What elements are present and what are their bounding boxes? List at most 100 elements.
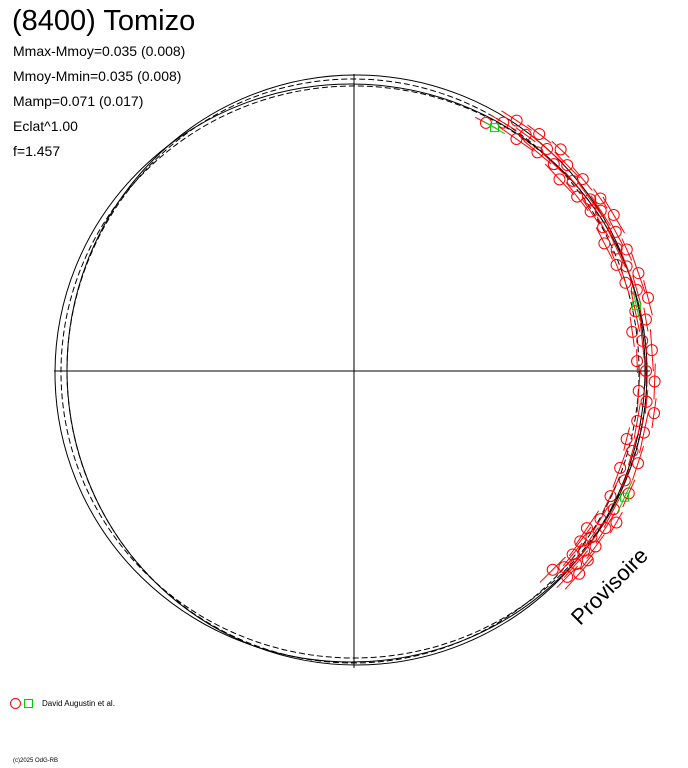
copyright: (c)2025 OdG-RB xyxy=(13,758,59,764)
legend-green-square-icon xyxy=(24,699,33,708)
error-bar xyxy=(609,511,623,534)
error-bar xyxy=(527,124,552,144)
error-bar xyxy=(590,195,611,227)
data-point-square xyxy=(490,123,499,133)
error-bar xyxy=(568,526,592,557)
error-bar xyxy=(651,398,657,429)
error-bar xyxy=(607,229,626,268)
data-point-square xyxy=(620,492,630,502)
data-point-circle xyxy=(610,516,623,529)
legend: David Augustin et al. xyxy=(10,698,115,709)
stat-mmoy-mmin: Mmoy-Mmin=0.035 (0.008) xyxy=(13,68,182,84)
error-bar xyxy=(595,512,616,544)
data-point-circle xyxy=(510,114,523,127)
data-point-circle xyxy=(620,243,633,256)
data-point-circle xyxy=(573,567,586,580)
error-bar xyxy=(621,238,633,261)
data-point-circle xyxy=(626,325,639,338)
data-point-circle xyxy=(571,190,584,203)
error-bar xyxy=(602,479,619,513)
error-bar xyxy=(551,140,570,158)
error-bar xyxy=(542,153,565,175)
error-bar xyxy=(639,322,645,359)
error-bar xyxy=(564,171,581,191)
data-point-circle xyxy=(645,344,658,357)
data-point-circle xyxy=(626,444,639,457)
error-bar xyxy=(621,271,630,295)
error-bar xyxy=(636,369,641,412)
data-point-circle xyxy=(599,522,612,535)
data-point-circle xyxy=(620,260,633,273)
data-point-circle xyxy=(597,221,610,234)
legend-red-circle-icon xyxy=(10,698,21,709)
reference-curve-dashed xyxy=(66,78,640,664)
error-bar xyxy=(593,188,608,209)
error-bar xyxy=(644,389,649,414)
error-bar xyxy=(523,140,552,165)
data-point-circle xyxy=(546,563,559,576)
data-point-circle xyxy=(533,127,546,140)
error-bar xyxy=(539,556,566,583)
data-point-circle xyxy=(604,490,617,503)
error-bar xyxy=(490,114,517,131)
data-point-circle xyxy=(547,158,560,171)
error-bar xyxy=(616,480,633,514)
reference-curve-solid xyxy=(54,83,648,663)
data-point-circle xyxy=(619,276,632,289)
data-point-circle xyxy=(479,116,492,129)
error-bar xyxy=(563,550,589,578)
error-bar xyxy=(632,275,642,305)
data-point-circle xyxy=(497,116,510,129)
data-point-circle xyxy=(648,375,661,388)
error-bar xyxy=(619,249,634,284)
error-bar xyxy=(630,290,641,332)
error-bar xyxy=(572,167,593,191)
data-point-circle xyxy=(594,204,607,217)
data-point-circle xyxy=(632,384,645,397)
error-bar xyxy=(556,565,578,589)
data-point-circle xyxy=(636,334,649,347)
legend-label: David Augustin et al. xyxy=(42,699,115,708)
data-point-circle xyxy=(561,159,574,172)
data-point-circle xyxy=(589,540,602,553)
error-bar xyxy=(565,182,589,212)
data-point-circle xyxy=(637,426,650,439)
error-bar xyxy=(639,411,649,454)
error-bar xyxy=(554,151,581,179)
data-point-circle xyxy=(640,395,653,408)
error-bar xyxy=(643,280,653,316)
data-point-circle xyxy=(620,432,633,445)
data-point-circle xyxy=(553,173,566,186)
error-bar xyxy=(579,550,596,570)
error-bar xyxy=(586,534,605,559)
data-point-circle xyxy=(581,554,594,567)
reference-curve-dashed xyxy=(60,85,648,659)
error-bar xyxy=(632,291,641,321)
error-bar xyxy=(610,250,623,280)
data-point-circle xyxy=(598,237,611,250)
error-bar xyxy=(596,216,610,238)
data-point-circle xyxy=(631,355,644,368)
stat-mamp: Mamp=0.071 (0.017) xyxy=(13,93,144,109)
data-point-circle xyxy=(561,570,574,583)
data-point-circle xyxy=(584,205,597,218)
error-bar xyxy=(649,329,654,372)
data-point-circle xyxy=(610,258,623,271)
error-bar xyxy=(498,126,534,152)
error-bar xyxy=(627,436,638,466)
error-bar xyxy=(602,196,625,234)
data-point-circle xyxy=(614,461,627,474)
data-point-circle xyxy=(639,313,652,326)
error-bar xyxy=(612,447,628,488)
data-point-circle xyxy=(632,267,645,280)
data-point-circle xyxy=(618,474,631,487)
error-bar xyxy=(653,363,656,400)
error-bar xyxy=(544,163,575,196)
error-bar xyxy=(595,227,613,260)
stat-eclat: Eclat^1.00 xyxy=(13,118,78,134)
error-bar xyxy=(501,110,532,131)
error-bar xyxy=(584,527,599,548)
error-bar xyxy=(643,307,649,332)
data-point-circle xyxy=(609,225,622,238)
